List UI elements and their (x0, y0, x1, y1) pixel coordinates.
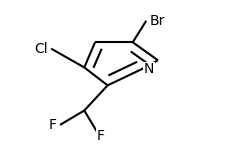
Text: Cl: Cl (34, 42, 47, 56)
Text: N: N (143, 62, 153, 76)
Text: Br: Br (149, 14, 164, 28)
Text: F: F (48, 118, 56, 132)
Text: F: F (96, 129, 104, 143)
